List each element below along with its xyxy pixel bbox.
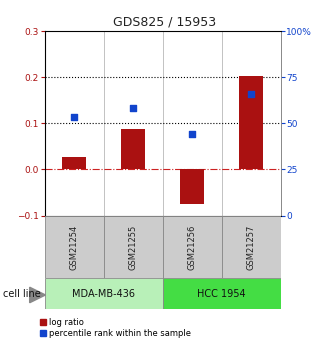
FancyBboxPatch shape xyxy=(45,278,162,309)
Point xyxy=(248,91,254,97)
Bar xyxy=(180,169,204,204)
Polygon shape xyxy=(30,287,46,303)
Bar xyxy=(239,76,263,169)
Text: GSM21255: GSM21255 xyxy=(128,224,138,270)
FancyBboxPatch shape xyxy=(221,216,280,278)
Text: GSM21254: GSM21254 xyxy=(70,224,79,270)
Bar xyxy=(121,129,145,169)
Legend: log ratio, percentile rank within the sample: log ratio, percentile rank within the sa… xyxy=(39,317,192,339)
Bar xyxy=(62,157,86,169)
Point xyxy=(189,131,195,137)
Text: GSM21256: GSM21256 xyxy=(187,224,197,270)
Point xyxy=(130,105,136,111)
Text: MDA-MB-436: MDA-MB-436 xyxy=(72,289,135,298)
FancyBboxPatch shape xyxy=(104,216,162,278)
Text: GDS825 / 15953: GDS825 / 15953 xyxy=(114,16,216,29)
FancyBboxPatch shape xyxy=(162,216,221,278)
Text: HCC 1954: HCC 1954 xyxy=(197,289,246,298)
Text: cell line: cell line xyxy=(3,289,41,299)
Point xyxy=(71,115,77,120)
FancyBboxPatch shape xyxy=(162,278,280,309)
FancyBboxPatch shape xyxy=(45,216,104,278)
Text: GSM21257: GSM21257 xyxy=(247,224,255,270)
